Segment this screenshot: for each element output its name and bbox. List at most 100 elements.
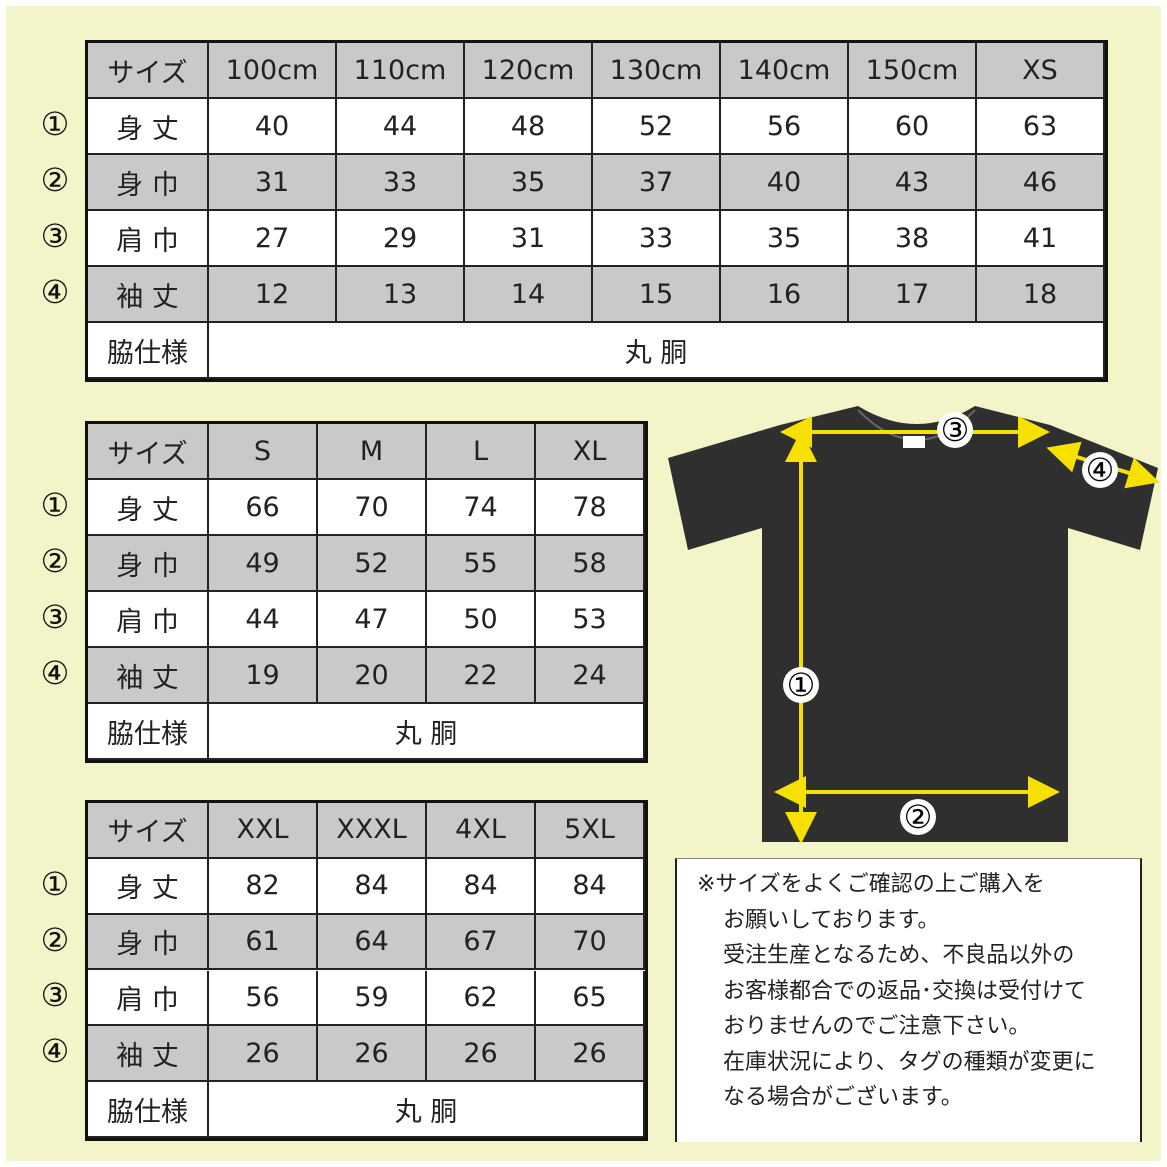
diagram-marker: ② <box>904 798 933 836</box>
value-cell: 78 <box>536 480 645 536</box>
value-cell: 35 <box>465 155 593 211</box>
note-line: 受注生産となるため、不良品以外の <box>723 943 1075 968</box>
header-cell: 110cm <box>337 43 465 99</box>
row-label: 肩 巾 <box>88 592 209 648</box>
row-label: 袖 丈 <box>88 1026 209 1083</box>
row-label: 身 巾 <box>88 536 209 592</box>
value-cell: 40 <box>721 155 849 211</box>
value-cell: 14 <box>465 267 593 323</box>
header-cell: XS <box>977 43 1105 99</box>
header-cell: サイズ <box>88 803 209 859</box>
diagram-marker: ③ <box>941 411 970 449</box>
value-cell: 82 <box>209 858 318 915</box>
row-marker: ② <box>40 161 70 199</box>
value-cell: 64 <box>318 914 427 971</box>
value-cell: 49 <box>209 536 318 592</box>
value-cell: 26 <box>536 1026 645 1083</box>
header-cell: M <box>318 424 427 480</box>
diagram-marker: ④ <box>1086 451 1115 489</box>
footer-value: 丸 胴 <box>209 704 645 760</box>
value-cell: 26 <box>318 1026 427 1083</box>
size-table: サイズ S M L XL 身 丈 66 70 74 78 身 巾 49 52 55 58 肩 巾 44 47 50 5… <box>85 421 648 763</box>
value-cell: 56 <box>209 970 318 1027</box>
header-cell: 4XL <box>427 803 536 859</box>
value-cell: 27 <box>209 211 337 267</box>
note-line: お願いしております。 <box>723 907 940 933</box>
header-cell: S <box>209 424 318 480</box>
value-cell: 37 <box>593 155 721 211</box>
row-label: 肩 巾 <box>88 970 209 1027</box>
diagram-marker: ① <box>787 666 816 704</box>
note-line: 在庫状況により、タグの種類が変更に <box>723 1049 1096 1075</box>
value-cell: 40 <box>209 99 337 155</box>
value-cell: 35 <box>721 211 849 267</box>
value-cell: 53 <box>536 592 645 648</box>
marker-bg <box>1082 452 1118 488</box>
value-cell: 58 <box>536 536 645 592</box>
size-table: サイズ XXL XXXL 4XL 5XL 身 丈 82 84 84 84 身 巾 61 64 67 70 肩 … <box>85 800 648 1141</box>
footer-label: 脇仕様 <box>88 704 209 760</box>
header-cell: 100cm <box>209 43 337 99</box>
footer-label: 脇仕様 <box>88 1082 209 1138</box>
value-cell: 22 <box>427 648 536 704</box>
value-cell: 74 <box>427 480 536 536</box>
size-table: サイズ 100cm 110cm 120cm 130cm 140cm 150cm XS 身 丈 40… <box>85 40 1108 382</box>
value-cell: 63 <box>977 99 1105 155</box>
row-marker: ② <box>40 920 70 959</box>
value-cell: 84 <box>536 858 645 915</box>
marker-bg <box>937 412 973 448</box>
tag <box>903 436 925 448</box>
row-label: 肩 巾 <box>88 211 209 267</box>
header-cell: 120cm <box>465 43 593 99</box>
row-label: 身 丈 <box>88 858 209 915</box>
value-cell: 70 <box>536 914 645 971</box>
value-cell: 70 <box>318 480 427 536</box>
row-label: 身 巾 <box>88 914 209 971</box>
header-cell: XXXL <box>318 803 427 859</box>
header-cell: サイズ <box>88 43 209 99</box>
note-line: おりませんのでご注意下さい。 <box>723 1014 1031 1039</box>
header-cell: 140cm <box>721 43 849 99</box>
value-cell: 12 <box>209 267 337 323</box>
value-cell: 62 <box>427 970 536 1027</box>
value-cell: 65 <box>536 970 645 1027</box>
note-line: ※サイズをよくご確認の上ご購入を <box>697 872 1045 897</box>
header-cell: 150cm <box>849 43 977 99</box>
value-cell: 26 <box>209 1026 318 1083</box>
row-marker: ④ <box>40 1032 70 1071</box>
value-cell: 16 <box>721 267 849 323</box>
value-cell: 59 <box>318 970 427 1027</box>
note-line: なる場合がございます。 <box>723 1085 963 1110</box>
row-marker: ④ <box>40 654 70 692</box>
header-cell: 130cm <box>593 43 721 99</box>
value-cell: 44 <box>209 592 318 648</box>
value-cell: 66 <box>209 480 318 536</box>
value-cell: 52 <box>593 99 721 155</box>
value-cell: 43 <box>849 155 977 211</box>
note-line: お客様都合での返品･交換は受付けて <box>723 978 1087 1004</box>
header-cell: L <box>427 424 536 480</box>
note-box: ※サイズをよくご確認の上ご購入をお願いしております。受注生産となるため、不良品以… <box>675 858 1142 1142</box>
header-cell: XXL <box>209 803 318 859</box>
row-marker: ③ <box>40 976 70 1015</box>
value-cell: 47 <box>318 592 427 648</box>
value-cell: 44 <box>337 99 465 155</box>
header-cell: サイズ <box>88 424 209 480</box>
footer-label: 脇仕様 <box>88 323 209 379</box>
marker-bg <box>783 667 819 703</box>
value-cell: 84 <box>318 858 427 915</box>
value-cell: 84 <box>427 858 536 915</box>
value-cell: 61 <box>209 914 318 971</box>
value-cell: 52 <box>318 536 427 592</box>
row-marker: ① <box>40 864 70 903</box>
value-cell: 38 <box>849 211 977 267</box>
row-marker: ① <box>40 105 70 143</box>
value-cell: 48 <box>465 99 593 155</box>
value-cell: 67 <box>427 914 536 971</box>
header-cell: 5XL <box>536 803 645 859</box>
row-marker: ④ <box>40 273 70 311</box>
value-cell: 31 <box>465 211 593 267</box>
value-cell: 41 <box>977 211 1105 267</box>
